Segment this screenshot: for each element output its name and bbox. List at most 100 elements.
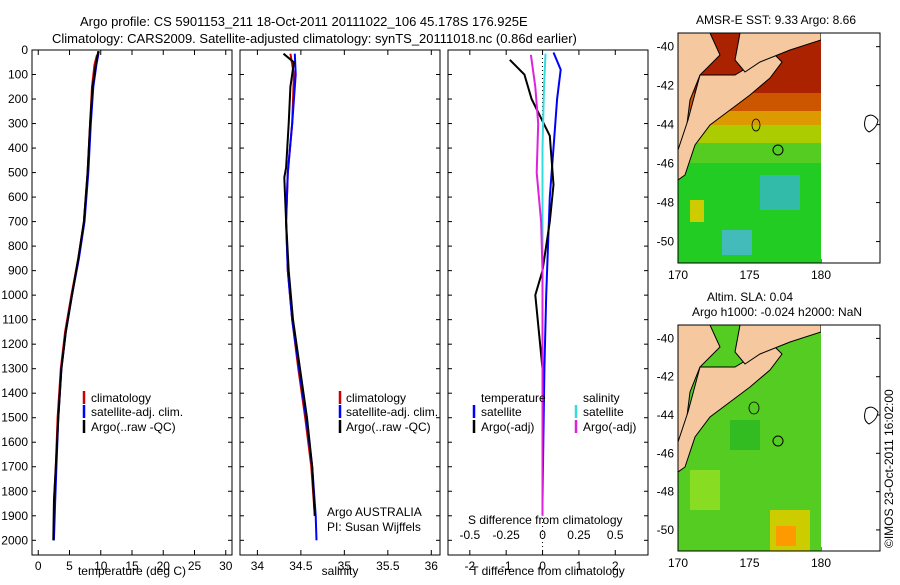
depth-tick-label: 1600 [1, 435, 28, 449]
depth-tick-label: 1300 [1, 362, 28, 376]
difference-x-tick-label: -2 [464, 559, 475, 573]
sst-map-lon-label: 170 [668, 268, 688, 282]
sst-map-lon-label: 175 [739, 268, 759, 282]
series-line-argo-raw-qc- [52, 51, 100, 541]
sst-map-lat-label: -44 [657, 118, 675, 132]
legend-label-satellite: satellite-adj. clim. [91, 405, 183, 419]
depth-tick-label: 1400 [1, 386, 28, 400]
depth-tick-label: 300 [8, 117, 28, 131]
series-line-s-argo-adj- [529, 54, 544, 516]
sst-map-lat-label: -48 [657, 196, 675, 210]
sla-map-lat-label: -48 [657, 485, 675, 499]
s-difference-axis-label: S difference from climatology [468, 513, 623, 527]
sst-map [678, 33, 821, 263]
series-line-t-satellite [541, 52, 562, 504]
temperature-axis-label: temperature (deg C) [78, 564, 186, 578]
temperature-x-tick-label: 30 [219, 559, 233, 573]
temperature-panel-frame [31, 49, 233, 556]
imos-credit: ©IMOS 23-Oct-2011 16:02:00 [882, 389, 896, 548]
sst-cool-patch [760, 175, 800, 210]
temperature-x-tick-label: 15 [125, 559, 139, 573]
legend-label-t-argo: Argo(-adj) [481, 420, 534, 434]
difference-x-tick-label: 2 [612, 559, 619, 573]
depth-tick-label: 700 [8, 215, 28, 229]
depth-tick-label: 2000 [1, 533, 28, 547]
sla-map-lon-label: 175 [739, 556, 759, 570]
temperature-x-tick-label: 0 [35, 559, 42, 573]
salinity-legend: climatology satellite-adj. clim. Argo(..… [327, 391, 438, 534]
sst-map-lat-label: -42 [657, 79, 675, 93]
sla-map [678, 325, 821, 551]
sla-map-lon-label: 180 [811, 556, 831, 570]
series-line-satellite-adj-clim- [52, 51, 100, 541]
depth-tick-label: 0 [21, 43, 28, 57]
series-line-argo-raw-qc- [282, 52, 316, 516]
s-difference-tick-label: -0.5 [459, 528, 480, 542]
t-difference-axis-label: T difference from climatology [471, 564, 625, 578]
difference-panel-frame [447, 49, 649, 556]
sla-map-lat-label: -42 [657, 370, 675, 384]
legend-label-argo: Argo(..raw -QC) [346, 420, 431, 434]
sst-map-lat-label: -46 [657, 157, 675, 171]
chatham-islands-outline [864, 406, 879, 425]
sst-band-lightgreen [678, 143, 821, 163]
salinity-x-tick-label: 34.5 [289, 559, 313, 573]
s-difference-tick-label: 0.5 [607, 528, 624, 542]
legend-label-s-argo: Argo(-adj) [583, 420, 636, 434]
sla-map-lon-label: 170 [668, 556, 688, 570]
salinity-panel-frame [239, 49, 441, 556]
depth-tick-label: 1200 [1, 337, 28, 351]
depth-tick-label: 800 [8, 239, 28, 253]
salinity-x-tick-label: 36 [425, 559, 439, 573]
sla-map-title-line2: Argo h1000: -0.024 h2000: NaN [692, 305, 862, 319]
legend-label-s-satellite: satellite [583, 405, 624, 419]
legend-title-temperature: temperature [481, 391, 546, 405]
chatham-islands-outline [864, 114, 879, 133]
depth-tick-label: 1100 [2, 313, 28, 327]
sla-map-lat-label: -46 [657, 446, 675, 460]
salinity-x-tick-label: 35.5 [376, 559, 400, 573]
temperature-legend: climatology satellite-adj. clim. Argo(..… [82, 391, 183, 434]
legend-title-salinity: salinity [583, 391, 620, 405]
sla-peak-patch [776, 526, 796, 546]
sst-map-lon-label: 180 [811, 268, 831, 282]
difference-x-tick-label: -1 [501, 559, 512, 573]
temperature-x-tick-label: 10 [94, 559, 108, 573]
contour [748, 401, 760, 415]
argo-float-marker [772, 144, 784, 156]
depth-tick-label: 1700 [1, 460, 28, 474]
sst-warm-patch [690, 200, 704, 222]
series-layer [52, 51, 562, 541]
depth-tick-label: 400 [8, 141, 28, 155]
difference-legend: temperature salinity satellite Argo(-adj… [468, 391, 636, 527]
salinity-x-tick-label: 34 [251, 559, 265, 573]
argo-pi-label: PI: Susan Wijffels [327, 520, 421, 534]
temperature-x-tick-label: 20 [157, 559, 171, 573]
sst-map-title: AMSR-E SST: 9.33 Argo: 8.66 [696, 13, 856, 27]
sla-map-lat-label: -40 [657, 331, 675, 345]
legend-label-satellite: satellite-adj. clim. [346, 405, 438, 419]
salinity-axis-label: salinity [322, 564, 359, 578]
depth-tick-label: 1500 [1, 411, 28, 425]
sla-map-lat-label: -44 [657, 408, 675, 422]
depth-tick-label: 200 [8, 92, 28, 106]
depth-tick-label: 100 [8, 68, 28, 82]
contour [751, 118, 761, 132]
depth-tick-label: 900 [8, 264, 28, 278]
sst-map-lat-label: -40 [657, 40, 675, 54]
legend-label-climatology: climatology [91, 391, 151, 405]
sst-band-yellowgreen [678, 125, 821, 143]
difference-x-tick-label: 0 [539, 559, 546, 573]
legend-label-t-satellite: satellite [481, 405, 522, 419]
legend-label-climatology: climatology [346, 391, 406, 405]
north-island-coast [734, 33, 821, 73]
s-difference-tick-label: -0.25 [493, 528, 521, 542]
figure-title-line2: Climatology: CARS2009. Satellite-adjuste… [52, 31, 577, 46]
difference-x-tick-label: 1 [576, 559, 583, 573]
argo-float-marker [772, 435, 784, 447]
depth-tick-label: 1900 [1, 509, 28, 523]
sst-map-frame [677, 32, 881, 264]
sla-patch [730, 420, 760, 450]
sla-map-lat-label: -50 [657, 523, 675, 537]
